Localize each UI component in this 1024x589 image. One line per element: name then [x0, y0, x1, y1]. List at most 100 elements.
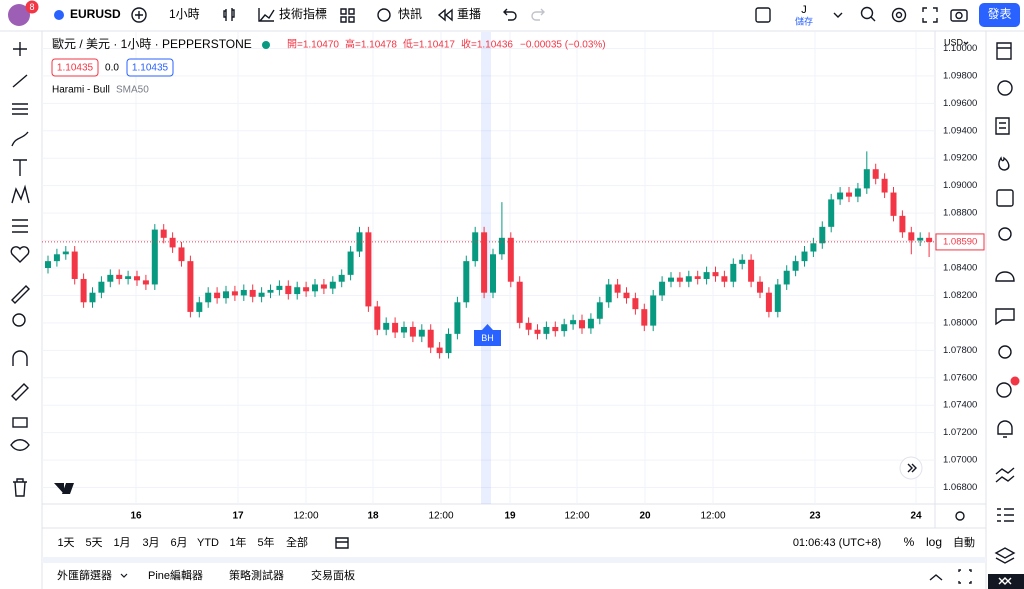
toggle[interactable] — [755, 7, 771, 23]
news[interactable] — [995, 117, 1010, 135]
layouts[interactable] — [340, 8, 355, 23]
price-label: 1.09600 — [943, 98, 977, 109]
candle-body — [561, 324, 568, 332]
collapse-button[interactable] — [988, 574, 1024, 589]
candle-body — [721, 276, 728, 282]
candle-body — [792, 261, 799, 271]
notifications[interactable] — [997, 420, 1013, 438]
trend-line[interactable] — [12, 74, 28, 88]
streams[interactable] — [998, 345, 1012, 359]
pattern-marker[interactable] — [474, 324, 501, 346]
range-button[interactable]: 5天 — [85, 537, 102, 549]
favorites[interactable] — [10, 246, 30, 263]
pattern[interactable] — [11, 184, 30, 204]
range-button[interactable]: 3月 — [142, 537, 159, 549]
maximize-panel[interactable] — [929, 574, 943, 581]
panel-tab[interactable]: 交易面板 — [311, 568, 355, 582]
settings[interactable] — [891, 7, 907, 23]
layout-menu[interactable] — [833, 12, 843, 18]
prediction[interactable] — [12, 219, 28, 233]
publish-button[interactable] — [979, 3, 1020, 27]
candle-body — [187, 261, 194, 312]
hotlist[interactable] — [998, 156, 1010, 171]
range-button[interactable]: YTD — [197, 537, 219, 549]
calls[interactable] — [996, 382, 1012, 398]
candle-body — [703, 272, 710, 279]
candle-body — [45, 261, 51, 268]
replay[interactable]: 重播 — [457, 7, 481, 21]
scroll-right[interactable] — [899, 456, 923, 480]
avatar[interactable] — [8, 4, 30, 26]
fullscreen-panel[interactable] — [958, 569, 972, 584]
candle-body — [178, 247, 185, 262]
lock-draw[interactable] — [11, 383, 29, 401]
layers[interactable] — [994, 547, 1016, 564]
log-toggle[interactable]: log — [926, 535, 942, 549]
auto-toggle[interactable]: 自動 — [953, 535, 975, 549]
candle-body — [881, 178, 888, 193]
lock[interactable] — [12, 417, 28, 428]
range-button[interactable]: 1年 — [229, 535, 246, 549]
indicators-icon[interactable] — [258, 8, 275, 22]
snapshot[interactable] — [950, 9, 968, 22]
range-button[interactable]: 5年 — [257, 535, 274, 549]
ruler[interactable] — [11, 285, 30, 304]
chart-type[interactable] — [223, 8, 235, 21]
candle-body — [579, 320, 585, 329]
publish: 發表 — [987, 6, 1011, 21]
alerts[interactable]: 快訊 — [398, 6, 422, 21]
alert-icon[interactable] — [377, 8, 391, 22]
axis-settings[interactable] — [955, 511, 965, 521]
ideas[interactable] — [998, 227, 1012, 241]
panel-tab[interactable]: 外匯篩選器 — [57, 568, 112, 582]
price-label: 1.09400 — [943, 125, 977, 136]
time-label: 18 — [367, 511, 379, 522]
interval[interactable]: 1小時 — [169, 7, 200, 21]
add-symbol[interactable] — [131, 7, 147, 23]
magnet[interactable] — [12, 350, 28, 366]
search-handle — [870, 16, 876, 22]
brush[interactable] — [11, 131, 29, 147]
panel-tab[interactable]: 策略測試器 — [229, 568, 284, 582]
range-button[interactable]: 1月 — [113, 537, 130, 549]
layout-name[interactable]: J — [801, 4, 807, 16]
buy-button[interactable] — [126, 58, 174, 77]
fib[interactable] — [12, 103, 28, 115]
range-button[interactable]: 6月 — [170, 537, 187, 549]
messages[interactable] — [995, 308, 1015, 326]
fullscreen[interactable] — [922, 7, 938, 23]
alerts-panel[interactable] — [997, 80, 1013, 96]
chats[interactable] — [995, 271, 1015, 282]
candle-body — [632, 298, 639, 310]
footer: 外匯篩選器 Pine編輯器 策略測試器 交易面板 — [57, 568, 355, 582]
object-tree[interactable] — [997, 508, 1014, 522]
indicators[interactable]: 技術指標 — [279, 6, 327, 21]
undo[interactable] — [503, 8, 517, 21]
range-button[interactable]: 1天 — [57, 537, 74, 549]
symbol[interactable]: EURUSD — [70, 7, 121, 21]
price-label: 1.06800 — [943, 482, 977, 493]
candle-body — [596, 302, 603, 319]
panel-tab[interactable]: Pine編輯器 — [148, 569, 203, 582]
candle-body — [552, 327, 559, 332]
delete[interactable] — [13, 478, 27, 497]
text-tool[interactable] — [13, 159, 27, 176]
zoom[interactable] — [12, 313, 26, 327]
sell-button[interactable] — [51, 58, 99, 77]
data-window[interactable] — [995, 467, 1015, 483]
range-button[interactable]: 全部 — [286, 535, 308, 549]
percent-toggle[interactable]: % — [904, 535, 915, 549]
watchlist[interactable] — [996, 42, 1012, 60]
currency[interactable]: USD — [944, 37, 964, 47]
visibility[interactable] — [10, 439, 30, 451]
replay-icon[interactable] — [437, 8, 453, 22]
search[interactable] — [860, 6, 874, 20]
redo[interactable] — [531, 8, 545, 21]
candle-body — [71, 251, 78, 279]
calendar[interactable] — [996, 189, 1014, 207]
date-range[interactable] — [335, 537, 349, 549]
save[interactable]: 儲存 — [795, 15, 813, 26]
crosshair[interactable] — [13, 42, 27, 56]
candle-body — [765, 292, 772, 312]
